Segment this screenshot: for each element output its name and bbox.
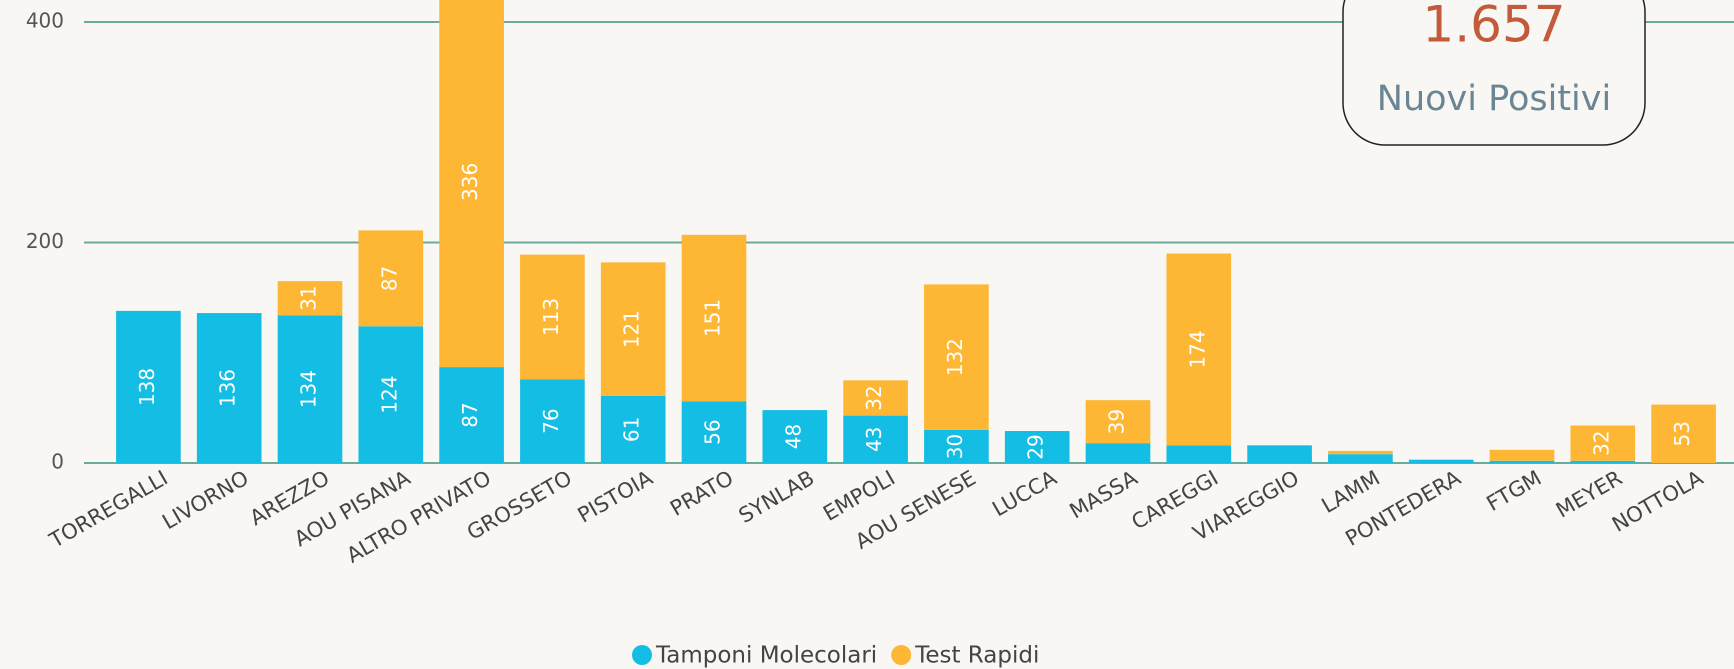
legend-label: Test Rapidi [914, 643, 1039, 669]
bar-segment [1328, 454, 1393, 463]
kpi-box [1342, 0, 1646, 146]
data-label: 138 [135, 368, 159, 406]
data-label: 76 [539, 408, 563, 433]
data-label: 39 [1105, 409, 1129, 434]
x-tick-label: LIVORNO [158, 466, 252, 534]
data-label: 132 [943, 338, 967, 376]
data-label: 32 [1589, 430, 1613, 455]
data-label: 121 [620, 310, 644, 348]
bar-segment [843, 415, 908, 463]
legend: Tamponi Molecolari Test Rapidi [632, 643, 1039, 669]
bar-segment [843, 380, 908, 416]
data-label: 31 [297, 285, 321, 310]
kpi-value: 1.657 [1422, 0, 1565, 54]
bar-segment [681, 234, 747, 402]
bar-segment [520, 254, 585, 380]
data-label: 124 [377, 376, 401, 414]
bar-segment [1408, 459, 1474, 463]
bar-segment [1651, 404, 1716, 463]
x-tick-label: ALTRO PRIVATO [342, 466, 495, 568]
data-label: 336 [458, 163, 482, 201]
data-label: 32 [862, 385, 886, 410]
bar-segment [116, 310, 181, 463]
bar-segment [681, 401, 747, 463]
x-tick-label: PRATO [666, 466, 737, 521]
x-tick-label: LUCCA [988, 465, 1061, 521]
bar-segment [1328, 450, 1393, 455]
kpi-card: 1.657 Nuovi Positivi [1342, 0, 1646, 146]
data-label: 56 [701, 419, 725, 444]
x-tick-label: NOTTOLA [1608, 465, 1708, 536]
data-label: 174 [1185, 330, 1209, 368]
x-tick-label: TORREGALLI [45, 466, 172, 553]
bar-segment [1247, 445, 1312, 463]
bar-segment [520, 379, 585, 463]
x-tick-label: FTGM [1482, 466, 1545, 516]
bar-segment [439, 367, 504, 463]
legend-swatch [632, 645, 652, 665]
bar-segment [924, 429, 989, 463]
kpi-label: Nuovi Positivi [1377, 79, 1611, 119]
x-tick-label: SYNLAB [735, 466, 819, 528]
bar-segment [1570, 460, 1636, 463]
bar-segment [439, 0, 504, 368]
bar-segment [1489, 460, 1555, 463]
data-label: 87 [458, 402, 482, 427]
bar-segment [600, 262, 666, 396]
data-label: 61 [620, 417, 644, 442]
bar-segment [277, 281, 343, 316]
x-tick-label: PISTOIA [574, 465, 658, 527]
bar-segment [1166, 253, 1232, 446]
data-label: 87 [377, 266, 401, 291]
y-tick-label: 0 [51, 450, 64, 474]
data-label: 53 [1670, 421, 1694, 446]
bar-segment [600, 395, 666, 463]
data-label: 30 [943, 434, 967, 459]
bar-segment [1489, 449, 1555, 461]
bar-segment [1085, 400, 1151, 444]
bar-segment [277, 315, 343, 463]
bar-segment [1085, 443, 1151, 463]
bar-segment [1004, 431, 1070, 463]
bar-segment [358, 230, 424, 327]
bar-segment [924, 284, 989, 430]
y-tick-label: 200 [26, 229, 64, 253]
legend-label: Tamponi Molecolari [655, 643, 877, 669]
data-label: 151 [701, 299, 725, 337]
bar-segment [196, 313, 262, 463]
bar-segment [1166, 445, 1232, 463]
data-label: 43 [862, 427, 886, 452]
bar-segment [762, 410, 828, 463]
data-label: 29 [1024, 434, 1048, 459]
data-label: 134 [297, 370, 321, 408]
data-label: 136 [216, 369, 240, 407]
bar-segment [1570, 425, 1636, 461]
legend-swatch [891, 645, 912, 665]
data-label: 113 [539, 298, 563, 336]
data-label: 48 [781, 424, 805, 449]
bar-segment [358, 326, 424, 463]
y-tick-label: 400 [26, 9, 64, 33]
